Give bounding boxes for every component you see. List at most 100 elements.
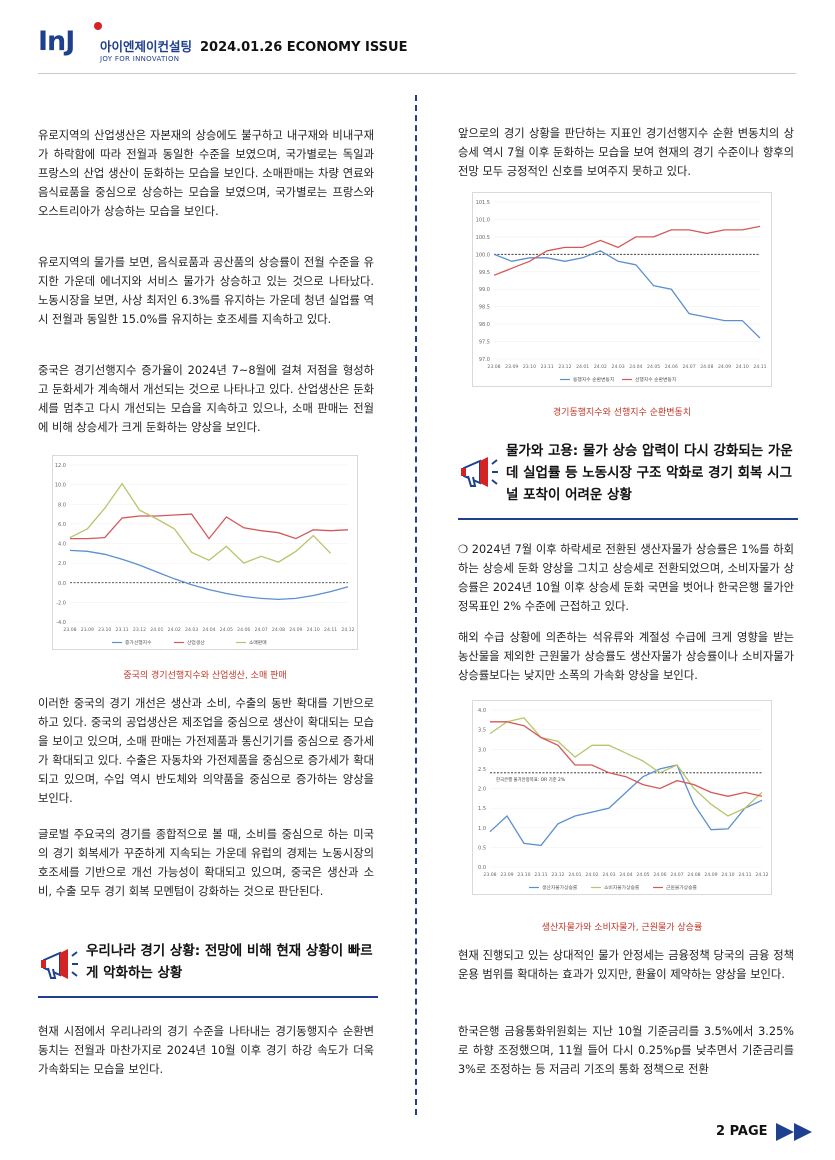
paragraph-base-rate: 한국은행 금융통화위원회는 지난 10월 기준금리를 3.5%에서 3.25%로… [458,1025,794,1076]
chart-korea-svg: 101.5 101.0 100.5 100.0 99.5 99.0 98.5 98.0 97.5… [472,192,772,387]
x-tick-label: 24.09 [704,872,717,878]
y-tick-label: 0.5 [478,845,486,851]
company-logo: InJ 아이엔제이컨설팅 JOY FOR INNOVATION [38,22,198,66]
y-tick-label: 97.0 [479,357,490,363]
x-tick-label: 24.08 [700,364,713,370]
section-underline [458,518,798,520]
x-tick-label: 23.12 [133,627,146,633]
legend-label: 산업생산 [187,639,205,646]
x-tick-label: 24.05 [220,627,233,633]
x-tick-label: 23.09 [500,872,513,878]
x-tick-label: 23.09 [505,364,518,370]
chart-china-indicators: 12.0 10.0 8.0 6.0 4.0 2.0 0.0 -2.0 -4.0 23.08 23.0… [52,455,358,650]
chart-frame [52,455,358,650]
x-tick-label: 24.04 [202,627,215,633]
section-korea-economy: 우리나라 경기 상황: 전망에 비해 현재 상황이 빠르게 악화하는 상황 [38,940,378,1000]
series-line [69,549,349,601]
x-tick-label: 23.10 [98,627,111,633]
y-tick-label: -4.0 [56,620,66,626]
x-tick-label: 24.03 [612,364,625,370]
logo-tagline: JOY FOR INNOVATION [100,55,180,63]
x-tick-label: 24.10 [307,627,320,633]
chart-china-caption: 중국의 경기선행지수와 산업생산, 소매 판매 [123,671,287,681]
y-tick-label: 97.5 [479,340,490,346]
y-tick-label: 4.0 [58,542,66,548]
x-tick-label: 24.07 [670,872,683,878]
series-line [490,721,763,797]
x-tick-label: 24.09 [289,627,302,633]
x-tick-label: 24.07 [255,627,268,633]
y-tick-label: 99.0 [479,287,490,293]
y-tick-label: 8.0 [58,502,66,508]
paragraph-korea-coincident: 현재 시점에서 우리나라의 경기 수준을 나타내는 경기동행지수 순환변동치는 … [38,1025,374,1076]
x-tick-label: 24.06 [665,364,678,370]
y-tick-label: -2.0 [56,600,66,606]
chart-korea-caption: 경기동행지수와 선행지수 순환변동치 [552,408,692,418]
paragraph-global-summary: 글로벌 주요국의 경기를 종합적으로 볼 때, 소비를 중심으로 하는 미국의 … [38,828,374,898]
y-tick-label: 0.0 [478,865,486,871]
megaphone-icon [41,949,78,979]
x-tick-label: 24.03 [185,627,198,633]
paragraph-producer-prices: ❍ 2024년 7월 이후 하락세로 전환된 생산자물가 상승률은 1%를 하회… [458,543,794,613]
issue-title: 2024.01.26 ECONOMY ISSUE [200,40,408,55]
paragraph-china-leading: 중국은 경기선행지수 증가율이 2024년 7~8월에 걸쳐 저점을 형성하고 … [38,364,374,434]
paragraph-euro-production: 유로지역의 산업생산은 자본재의 상승에도 불구하고 내구재와 비내구재가 하락… [38,129,374,218]
legend-label: 소매판매 [249,639,267,646]
x-tick-label: 24.12 [755,872,768,878]
series-line [489,764,763,847]
chart-price-rates: 4.0 3.5 3.0 2.5 2.0 1.5 1.0 0.5 0.0 23.08 23.09 23.… [472,700,772,895]
next-page-arrows-icon [776,1123,812,1141]
y-tick-label: 1.0 [478,826,486,832]
chart-china-svg: 12.0 10.0 8.0 6.0 4.0 2.0 0.0 -2.0 -4.023.08 23.0… [52,455,358,650]
x-tick-label: 24.10 [721,872,734,878]
chart-frame [472,700,772,895]
chart-prices-caption: 생산자물가와 소비자물가, 근원물가 상승률 [541,923,703,933]
legend-label: 소비자물가상승률 [604,884,640,891]
x-tick-label: 23.08 [63,627,76,633]
page-header: InJ 아이엔제이컨설팅 JOY FOR INNOVATION 2024.01.… [38,18,798,74]
legend-label: 생산자물가상승률 [542,884,578,891]
series-line [69,482,332,564]
y-tick-label: 10.0 [55,483,66,489]
x-tick-label: 23.11 [116,627,129,633]
y-tick-label: 99.5 [479,270,490,276]
y-tick-label: 3.5 [478,728,486,734]
x-tick-label: 24.02 [594,364,607,370]
x-tick-label: 24.06 [653,872,666,878]
section-underline [38,996,378,998]
x-tick-label: 24.01 [150,627,163,633]
paragraph-core-prices: 해외 수급 상황에 의존하는 석유류와 계절성 수급에 크게 영향을 받는 농산… [458,631,794,682]
y-tick-label: 98.0 [479,322,490,328]
x-tick-label: 24.11 [324,627,337,633]
y-tick-label: 0.0 [58,581,66,587]
page-number: 2 PAGE [716,1124,768,1139]
legend-label: 증가선행지수 [125,639,152,646]
x-tick-label: 24.03 [602,872,615,878]
x-tick-label: 23.08 [487,364,500,370]
column-divider [415,95,417,1115]
x-tick-label: 24.01 [568,872,581,878]
y-tick-label: 2.0 [58,561,66,567]
x-tick-label: 24.06 [237,627,250,633]
y-tick-label: 100.5 [476,235,490,241]
series-line [493,225,761,276]
section-title-korea: 우리나라 경기 상황: 전망에 비해 현재 상황이 빠르게 악화하는 상황 [86,943,373,981]
x-tick-label: 24.08 [687,872,700,878]
series-line [493,250,761,339]
x-tick-label: 24.09 [718,364,731,370]
logo-mark: InJ [38,26,75,57]
x-tick-label: 24.04 [629,364,642,370]
x-tick-label: 24.08 [272,627,285,633]
chart-korea-indices: 101.5 101.0 100.5 100.0 99.5 99.0 98.5 98.0 97.5… [472,192,772,387]
header-rule [38,73,796,74]
x-tick-label: 24.12 [341,627,354,633]
x-tick-label: 23.12 [551,872,564,878]
reference-label: 한국은행 물가안정목표: OR 기준 2% [496,776,565,783]
section-title-prices: 물가와 고용: 물가 상승 압력이 다시 강화되는 가운데 실업률 등 노동시장… [506,443,793,503]
x-tick-label: 23.10 [517,872,530,878]
y-tick-label: 101.5 [476,200,490,206]
y-tick-label: 101.0 [476,217,490,223]
x-tick-label: 23.12 [558,364,571,370]
megaphone-icon [461,457,498,487]
logo-korean-name: 아이엔제이컨설팅 [100,39,193,54]
